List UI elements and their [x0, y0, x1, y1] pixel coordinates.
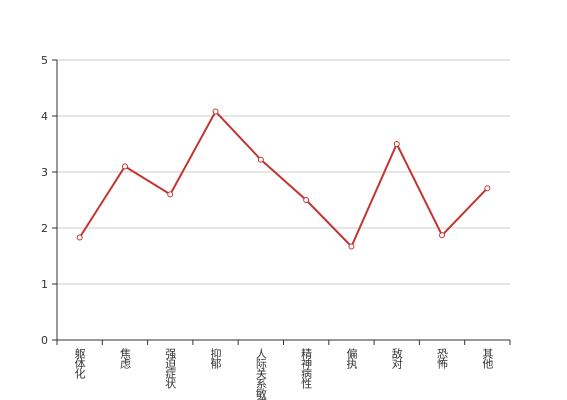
x-tick-label: 人际关系敏感: [254, 348, 267, 400]
y-tick-label: 3: [41, 166, 48, 179]
point: [76, 234, 83, 241]
x-tick-label: 强迫症状: [164, 348, 177, 389]
x-tick-label: 敌对: [390, 347, 403, 369]
point: [439, 232, 446, 239]
y-tick-label: 0: [41, 334, 48, 347]
x-tick-label: 恐怖: [436, 348, 449, 369]
point: [348, 243, 355, 250]
x-tick-label: 精神病性: [300, 348, 313, 390]
point: [484, 185, 491, 192]
point: [257, 156, 264, 163]
y-tick-label: 2: [41, 222, 48, 235]
point: [121, 163, 128, 170]
x-tick-label: 躯体化: [73, 348, 86, 380]
y-tick-label: 1: [41, 278, 48, 291]
x-tick-label: 抑郁: [209, 347, 222, 369]
x-tick-label: 焦虑: [118, 348, 131, 369]
point: [303, 197, 310, 203]
point: [212, 108, 219, 115]
y-tick-label: 5: [41, 54, 48, 67]
y-tick-label: 4: [41, 110, 48, 123]
x-tick-label: 偏执: [345, 347, 358, 370]
line: [78, 109, 489, 249]
x-tick-label: 其他: [481, 348, 494, 369]
point: [167, 191, 174, 198]
point: [393, 141, 400, 147]
